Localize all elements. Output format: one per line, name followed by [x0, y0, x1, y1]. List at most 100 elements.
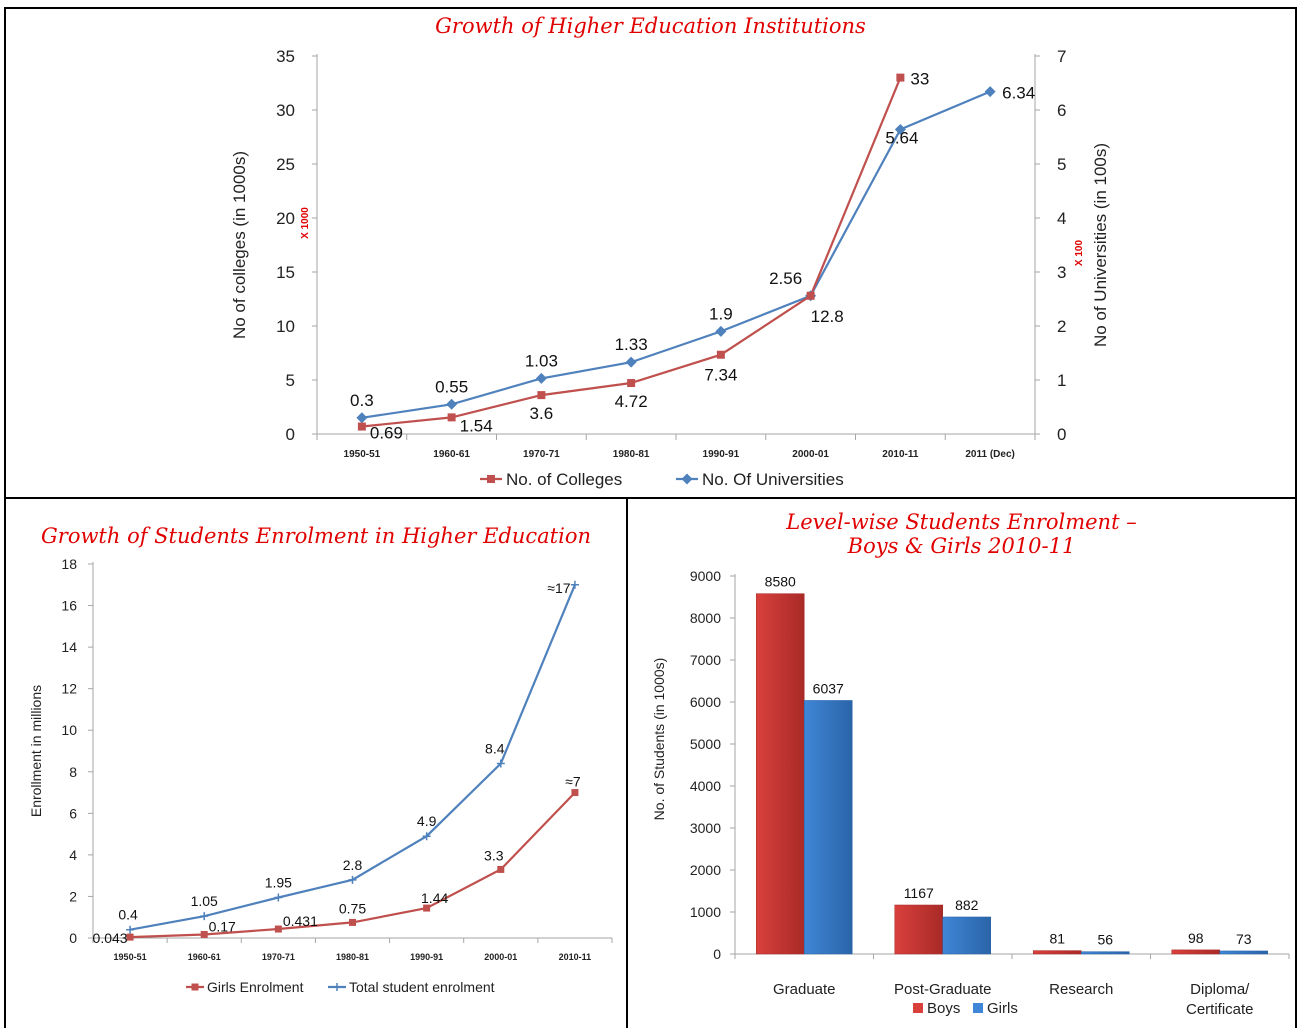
data-point-marker — [984, 86, 996, 98]
data-label: 0.17 — [209, 918, 236, 934]
data-label: 4.72 — [615, 392, 648, 411]
bar-boys — [756, 593, 805, 955]
data-label: 56 — [1097, 932, 1113, 948]
data-point-marker — [715, 325, 727, 337]
data-label: 5.64 — [885, 128, 918, 147]
data-point-marker — [496, 759, 505, 768]
data-point-marker — [356, 412, 368, 424]
y2-tick-label: 0 — [1057, 425, 1066, 444]
y-tick-label: 5000 — [690, 736, 721, 752]
y-tick-label: 10 — [276, 317, 295, 336]
x-tick-label: 1990-91 — [410, 952, 443, 962]
y-tick-label: 0 — [286, 425, 295, 444]
data-point-marker — [571, 789, 579, 797]
x-tick-label: Diploma/ — [1190, 981, 1250, 998]
y-tick-label: 2000 — [690, 862, 721, 878]
data-label: 8.4 — [485, 740, 505, 756]
y2-axis-label: No of Universities (in 100s) — [1091, 143, 1110, 347]
data-label: 1.03 — [525, 351, 558, 370]
data-label: 0.69 — [370, 424, 403, 443]
data-label: 0.75 — [339, 900, 366, 916]
bar-girls — [1219, 950, 1268, 955]
data-point-marker — [357, 422, 366, 431]
data-point-marker — [535, 372, 547, 384]
data-point-marker — [446, 398, 458, 410]
y-tick-label: 12 — [61, 681, 77, 697]
y-tick-label: 0 — [713, 946, 721, 962]
y-tick-label: 5 — [286, 371, 295, 390]
data-label: 7.34 — [704, 366, 737, 385]
data-label: 4.9 — [417, 813, 437, 829]
institutions-chart: 0 5 10 15 20 25 30 35 0 1 2 3 4 5 6 7 1950-51 1960-61 1970… — [230, 47, 1110, 489]
chart-title: Growth of Students Enrolment in Higher E… — [41, 524, 591, 548]
data-point-marker — [349, 918, 356, 926]
x-tick-label: 2010-11 — [559, 952, 592, 962]
bar-girls — [804, 700, 853, 955]
data-label: 8580 — [765, 574, 796, 590]
data-point-marker — [627, 379, 636, 388]
data-point-marker — [716, 350, 725, 359]
data-point-marker — [896, 73, 905, 82]
data-label: ≈7 — [565, 774, 581, 790]
x-tick-label: 2000-01 — [484, 952, 517, 962]
y-tick-label: 30 — [276, 101, 295, 120]
enrolment-chart: 0 2 4 6 8 10 12 14 16 18 1950-51 1960-61 1970-71 1980… — [28, 556, 613, 995]
x-tick-label: Certificate — [1186, 1001, 1254, 1018]
data-point-marker — [497, 865, 505, 873]
y-tick-label: 15 — [276, 263, 295, 282]
data-label: 0.4 — [118, 907, 138, 923]
x-tick-label: Research — [1049, 981, 1113, 998]
data-label: 1.54 — [460, 416, 493, 435]
x-tick-label: 1960-61 — [188, 952, 221, 962]
y-tick-label: 6000 — [690, 694, 721, 710]
data-point-marker — [200, 930, 208, 938]
x-tick-label: Graduate — [773, 981, 836, 998]
y-tick-label: 18 — [61, 556, 77, 572]
data-point-marker — [423, 904, 431, 912]
legend-label-total: Total student enrolment — [349, 979, 495, 995]
data-point-marker — [274, 893, 283, 902]
data-point-marker — [348, 875, 357, 884]
data-label: 1.05 — [191, 893, 218, 909]
series-line-universities — [361, 90, 991, 419]
bar-boys — [1033, 950, 1082, 955]
x-tick-label: 1950-51 — [344, 449, 381, 460]
chart-title: Level-wise Students Enrolment – Boys & G… — [786, 510, 1137, 558]
y-tick-label: 8000 — [690, 610, 721, 626]
y-tick-label: 25 — [276, 155, 295, 174]
data-point-marker — [126, 933, 134, 941]
y2-tick-label: 1 — [1057, 371, 1066, 390]
data-point-marker — [191, 983, 199, 991]
y2-tick-label: 3 — [1057, 263, 1066, 282]
chart-title: Growth of Higher Education Institutions — [435, 14, 866, 38]
y-tick-label: 8 — [69, 764, 77, 780]
data-point-marker — [447, 413, 456, 422]
data-point-marker — [333, 983, 341, 991]
levelwise-chart: 0 1000 2000 3000 4000 5000 6000 7000 8000 9000 No.… — [651, 568, 1290, 1018]
bar-boys — [1171, 949, 1220, 955]
data-label: 0.3 — [350, 391, 374, 410]
data-label: 33 — [910, 70, 929, 89]
data-label: ≈17 — [547, 580, 570, 596]
y-tick-label: 9000 — [690, 568, 721, 584]
y-tick-label: 1000 — [690, 904, 721, 920]
y2-tick-label: 2 — [1057, 317, 1066, 336]
data-label: 1167 — [904, 885, 934, 901]
y-axis-multiplier: X 1000 — [300, 207, 311, 239]
series-line-colleges — [361, 77, 902, 428]
legend-label-girls: Girls Enrolment — [207, 979, 304, 995]
data-point-marker — [487, 475, 495, 483]
legend-swatch-boys — [913, 1003, 923, 1013]
legend-label-girls: Girls — [987, 1000, 1018, 1017]
data-label: 81 — [1049, 931, 1065, 947]
y2-axis-multiplier: X 100 — [1074, 239, 1085, 266]
data-label: 6037 — [813, 680, 844, 696]
x-tick-label: 1990-91 — [703, 449, 740, 460]
y-tick-label: 2 — [69, 888, 77, 904]
y-tick-label: 35 — [276, 47, 295, 66]
y-tick-label: 16 — [61, 598, 77, 614]
data-label: 1.44 — [421, 890, 448, 906]
y-axis-label: No. of Students (in 1000s) — [651, 658, 667, 821]
x-tick-label: 2010-11 — [882, 449, 919, 460]
legend-label-colleges: No. of Colleges — [506, 470, 622, 489]
